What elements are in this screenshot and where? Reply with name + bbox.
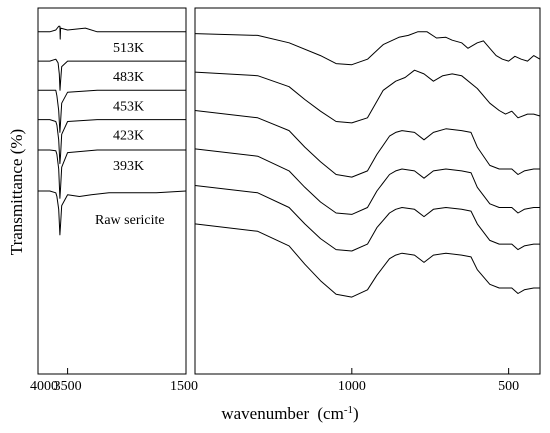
- trace-label-453k: 453K: [113, 99, 144, 114]
- plot-frame-right: [194, 7, 541, 375]
- trace-453k-right: [194, 110, 540, 178]
- trace-label-393k: 393K: [113, 159, 144, 174]
- trace-423k-left: [38, 119, 186, 165]
- trace-label-raw-sericite: Raw sericite: [95, 213, 165, 228]
- trace-483k-right: [194, 69, 541, 124]
- x-tick-label-3500: 3500: [54, 379, 82, 394]
- x-tick-label-4000: 4000: [30, 379, 58, 394]
- x-tick-label-1000: 1000: [338, 379, 366, 394]
- x-axis-title-name: wavenumber: [221, 404, 309, 423]
- trace-423k-right: [194, 148, 540, 215]
- trace-453k-left: [38, 89, 186, 133]
- trace-raw-sericite-right: [194, 223, 540, 298]
- trace-label-423k: 423K: [113, 129, 144, 144]
- x-axis-title: wavenumber (cm-1): [221, 404, 358, 423]
- x-axis-title-unit: (cm: [317, 404, 343, 423]
- y-axis-title: Transmittance (%): [7, 129, 26, 255]
- trace-513k-right: [194, 31, 541, 66]
- trace-labels: 513K 483K 453K 423K 393K Raw sericite: [95, 41, 165, 228]
- trace-513k-left: [38, 25, 186, 40]
- trace-393k-left: [38, 149, 186, 199]
- trace-raw-sericite-left: [38, 190, 187, 236]
- plot-frames: [37, 7, 541, 375]
- trace-483k-left: [38, 58, 186, 91]
- x-axis-title-unit-sup: -1: [344, 404, 353, 416]
- trace-393k-right: [194, 185, 540, 252]
- trace-label-483k: 483K: [113, 70, 144, 85]
- x-tick-label-500: 500: [498, 379, 519, 394]
- x-ticks: [37, 368, 510, 374]
- x-axis-title-unit-end: ): [353, 404, 359, 423]
- x-tick-label-1500: 1500: [170, 379, 198, 394]
- spectra-traces: [38, 25, 541, 298]
- trace-label-513k: 513K: [113, 41, 144, 56]
